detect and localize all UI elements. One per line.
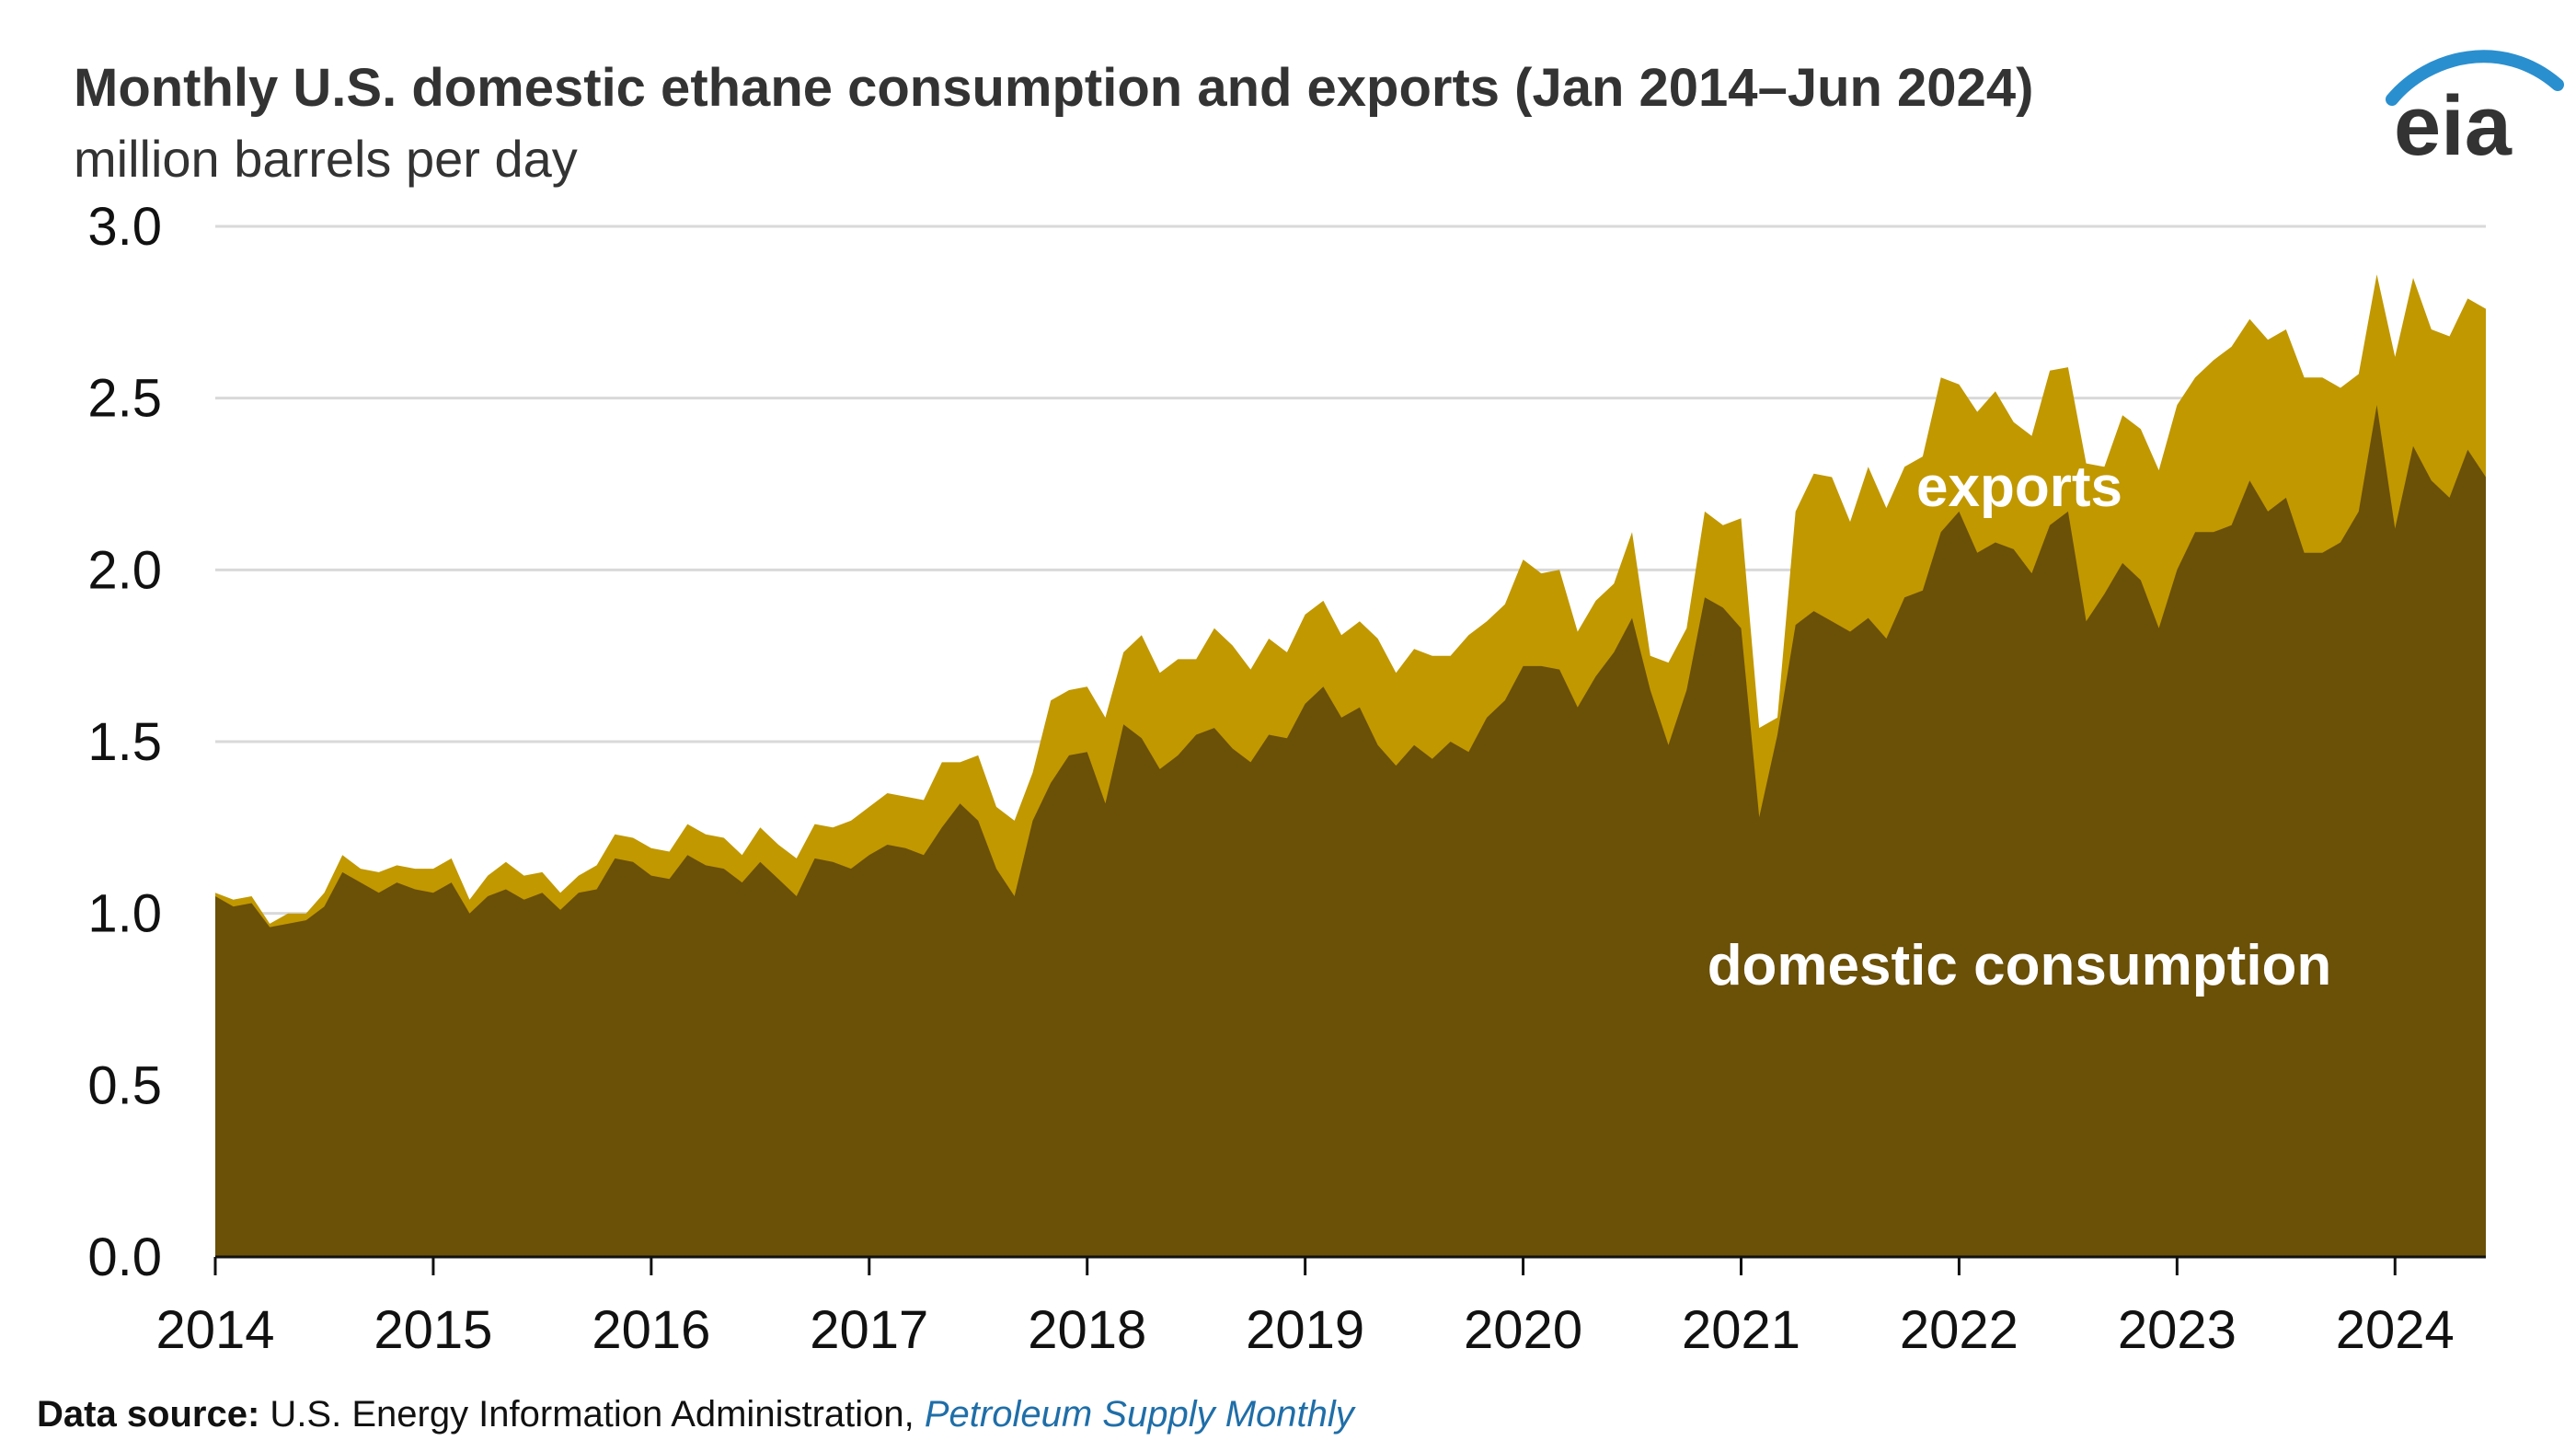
data-source: Data source: U.S. Energy Information Adm… [37,1394,1354,1435]
data-source-text: U.S. Energy Information Administration, [259,1394,925,1435]
x-tick-label: 2020 [1464,1300,1582,1360]
x-tick-label: 2017 [810,1300,928,1360]
x-tick-label: 2018 [1028,1300,1146,1360]
x-tick-label: 2021 [1682,1300,1800,1360]
x-tick-label: 2022 [1900,1300,2018,1360]
logo-text: eia [2394,79,2513,166]
logo-arc-icon [2386,50,2564,106]
domestic-consumption-area [215,405,2486,1258]
domestic-consumption-label: domestic consumption [1708,934,2332,997]
y-tick-label: 1.0 [87,884,162,944]
y-tick-label: 1.5 [87,712,162,772]
x-tick-label: 2024 [2336,1300,2455,1360]
y-tick-label: 2.0 [87,540,162,600]
eia-logo: eia [2386,50,2564,166]
x-tick-label: 2023 [2118,1300,2237,1360]
y-tick-label: 0.0 [87,1227,162,1287]
x-tick-label: 2015 [374,1300,492,1360]
x-tick-label: 2016 [592,1300,710,1360]
y-tick-label: 2.5 [87,369,162,429]
chart-title: Monthly U.S. domestic ethane consumption… [74,58,2034,118]
data-source-label: Data source: [37,1394,260,1435]
axes: 0.0 0.5 1.0 1.5 2.0 2.5 3.0 2014 2015 2016 2017 201… [87,197,2486,1360]
y-tick-label: 3.0 [87,197,162,257]
x-tick-label: 2014 [155,1300,274,1360]
exports-label: exports [1916,455,2122,519]
chart-subtitle: million barrels per day [74,130,578,188]
x-tick-label: 2019 [1246,1300,1364,1360]
publication-link[interactable]: Petroleum Supply Monthly [924,1394,1354,1435]
y-tick-label: 0.5 [87,1055,162,1115]
area-layer [215,274,2486,1258]
